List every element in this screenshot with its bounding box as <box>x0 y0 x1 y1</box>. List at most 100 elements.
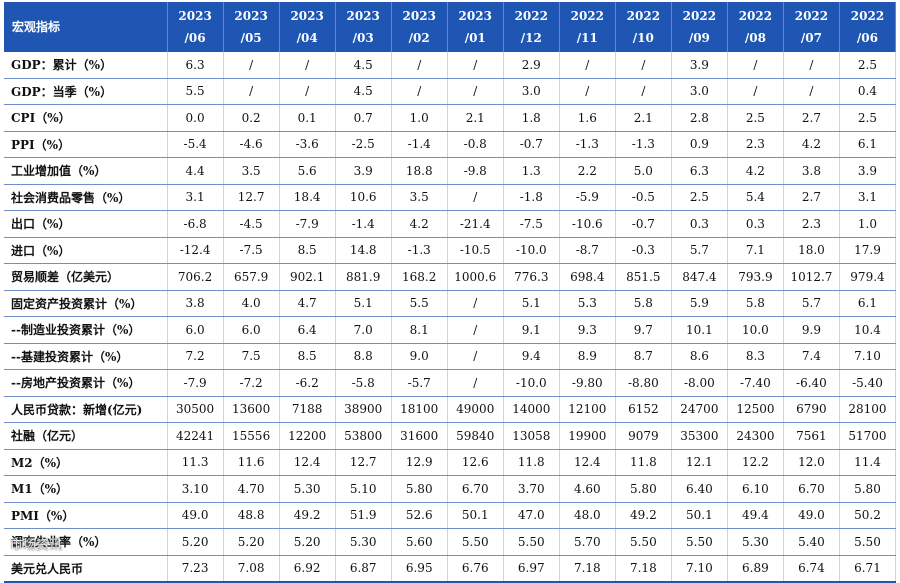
table-cell: 6.3 <box>671 157 728 185</box>
table-cell: 6.40 <box>671 475 728 503</box>
table-cell: 793.9 <box>727 263 784 291</box>
table-cell: / <box>727 78 784 105</box>
column-header: 2023/04 <box>279 2 336 52</box>
table-cell: -0.7 <box>503 131 560 158</box>
table-cell: 6.0 <box>223 316 280 344</box>
table-cell: -7.9 <box>167 369 224 397</box>
table-cell: 51700 <box>839 422 897 450</box>
table-cell: 12.7 <box>223 184 280 211</box>
table-cell: 6.71 <box>839 555 897 583</box>
table-cell: / <box>727 52 784 79</box>
macro-indicator-table: 宏观指标 2023/06 2023/05 2023/04 2023/03 2023/02… <box>4 2 897 583</box>
table-cell: / <box>391 52 448 79</box>
column-header-month: /12 <box>520 31 542 45</box>
table-cell: 17.9 <box>839 237 897 264</box>
column-header-month: /04 <box>296 31 318 45</box>
table-cell: 2.5 <box>671 184 728 211</box>
table-cell: 4.70 <box>223 475 280 503</box>
table-cell: 776.3 <box>503 263 560 291</box>
table-cell: 5.0 <box>615 157 672 185</box>
table-cell: 7.10 <box>839 343 897 370</box>
row-label: --房地产投资累计（%） <box>4 369 168 397</box>
table-cell: 6.89 <box>727 555 784 583</box>
table-cell: / <box>559 78 616 105</box>
table-cell: 5.70 <box>559 528 616 556</box>
column-header: 2023/03 <box>335 2 392 52</box>
table-cell: -5.4 <box>167 131 224 158</box>
table-cell: / <box>783 78 840 105</box>
table-cell: 2.3 <box>727 131 784 158</box>
table-cell: -10.0 <box>503 237 560 264</box>
table-row: 调查失业率（%） 5.20 5.20 5.20 5.30 5.60 5.50 5.50 5.70… <box>4 528 897 556</box>
table-cell: 1.0 <box>391 104 448 132</box>
table-cell: 2.5 <box>839 52 897 79</box>
table-cell: 31600 <box>391 422 448 450</box>
table-cell: -9.80 <box>559 369 616 397</box>
table-cell: / <box>615 78 672 105</box>
table-cell: 7188 <box>279 396 336 423</box>
column-header-year: 2022 <box>850 9 885 23</box>
table-cell: 902.1 <box>279 263 336 291</box>
table-cell: -6.2 <box>279 369 336 397</box>
table-cell: 14.8 <box>335 237 392 264</box>
table-cell: 0.4 <box>839 78 897 105</box>
table-cell: -10.0 <box>503 369 560 397</box>
row-label: 出口（%） <box>4 210 168 238</box>
table-cell: 1000.6 <box>447 263 504 291</box>
row-label: 调查失业率（%） <box>4 528 168 556</box>
row-label: PMI（%） <box>4 502 168 529</box>
table-cell: 698.4 <box>559 263 616 291</box>
table-cell: 6.0 <box>167 316 224 344</box>
column-header: 2022/07 <box>783 2 840 52</box>
table-cell: -0.3 <box>615 237 672 264</box>
row-label: M2（%） <box>4 449 168 476</box>
table-cell: 0.9 <box>671 131 728 158</box>
table-cell: 12.9 <box>391 449 448 476</box>
table-cell: -2.5 <box>335 131 392 158</box>
table-cell: -0.8 <box>447 131 504 158</box>
table-cell: 7.5 <box>223 343 280 370</box>
column-header-year: 2022 <box>570 9 605 23</box>
table-cell: 168.2 <box>391 263 448 291</box>
table-cell: 847.4 <box>671 263 728 291</box>
table-cell: -6.8 <box>167 210 224 238</box>
table-cell: 49.2 <box>279 502 336 529</box>
table-cell: -1.8 <box>503 184 560 211</box>
table-cell: 11.8 <box>503 449 560 476</box>
table-cell: 14000 <box>503 396 560 423</box>
row-label: --制造业投资累计（%） <box>4 316 168 344</box>
table-cell: 3.9 <box>671 52 728 79</box>
table-cell: 6.87 <box>335 555 392 583</box>
row-label: --基建投资累计（%） <box>4 343 168 370</box>
table-cell: -21.4 <box>447 210 504 238</box>
table-cell: -5.8 <box>335 369 392 397</box>
table-cell: 47.0 <box>503 502 560 529</box>
column-header-year: 2022 <box>514 9 548 23</box>
table-cell: 49000 <box>447 396 504 423</box>
table-cell: 50.1 <box>671 502 728 529</box>
table-cell: 5.40 <box>783 528 840 556</box>
table-cell: -8.00 <box>671 369 728 397</box>
row-label: GDP：当季（%） <box>4 78 168 105</box>
table-cell: / <box>783 52 840 79</box>
table-cell: 6.1 <box>839 131 897 158</box>
table-cell: 8.6 <box>671 343 728 370</box>
table-cell: 3.1 <box>839 184 897 211</box>
table-cell: 11.3 <box>167 449 224 476</box>
table-cell: 5.6 <box>279 157 336 185</box>
table-cell: 5.20 <box>167 528 224 556</box>
table-cell: -7.40 <box>727 369 784 397</box>
table-cell: 6.1 <box>839 290 897 317</box>
column-header-year: 2023 <box>458 9 492 23</box>
table-cell: 7.10 <box>671 555 728 583</box>
table-cell: 5.20 <box>223 528 280 556</box>
table-cell: 2.5 <box>839 104 897 132</box>
table-cell: 9.3 <box>559 316 616 344</box>
table-cell: 3.0 <box>671 78 728 105</box>
table-cell: -1.4 <box>335 210 392 238</box>
macro-indicator-table-container: 宏观指标 2023/06 2023/05 2023/04 2023/03 2023/02… <box>4 2 897 583</box>
table-cell: -1.4 <box>391 131 448 158</box>
table-cell: 0.1 <box>279 104 336 132</box>
table-cell: 9.7 <box>615 316 672 344</box>
table-cell: / <box>615 52 672 79</box>
